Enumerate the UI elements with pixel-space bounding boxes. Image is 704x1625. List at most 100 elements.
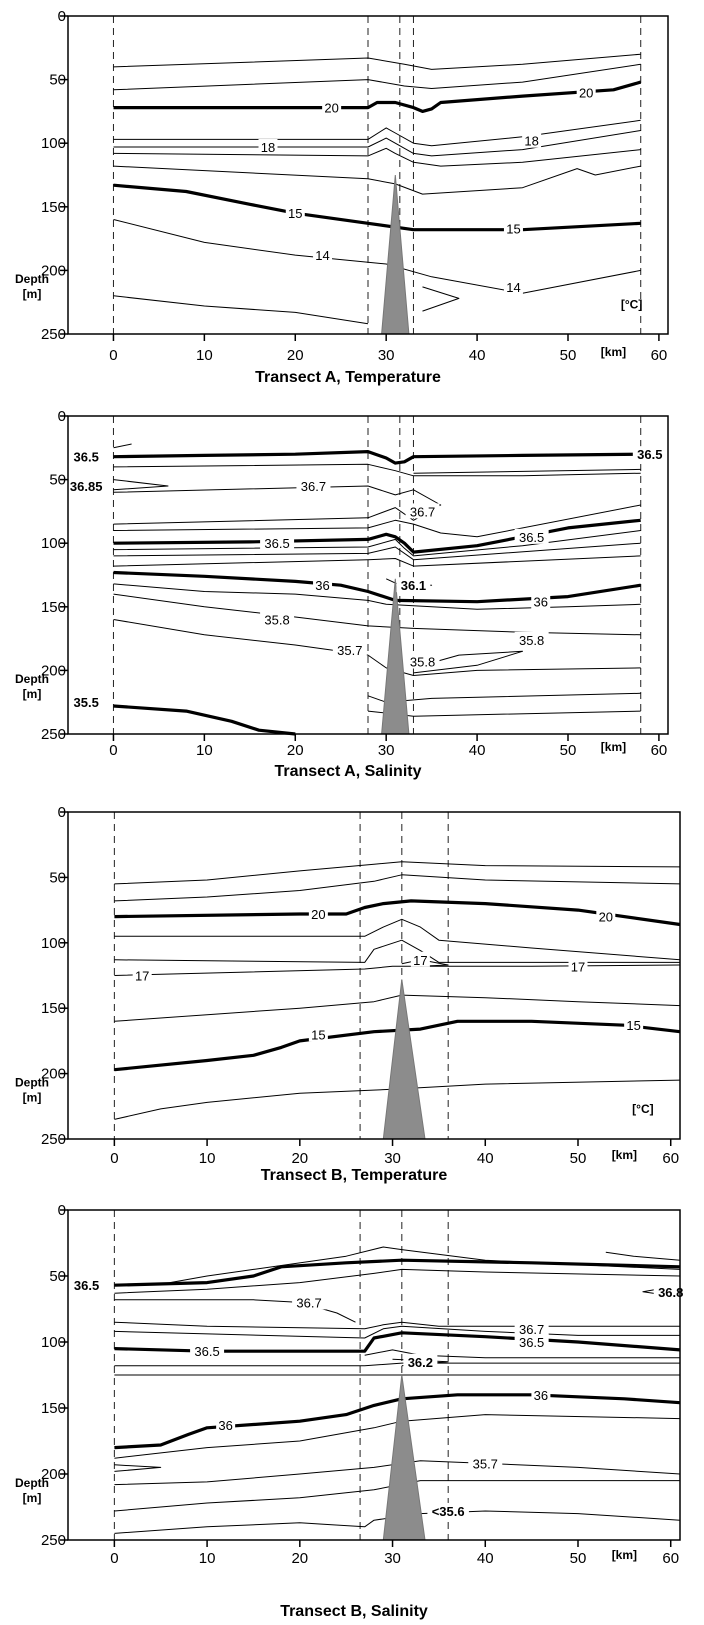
y-axis-title: [m] — [23, 1491, 42, 1505]
contour-label: 18 — [524, 134, 538, 149]
isoline-bold — [113, 450, 641, 465]
x-tick-label: 60 — [662, 1550, 679, 1567]
contour-label-bg — [596, 908, 616, 924]
contour-label: 20 — [311, 907, 325, 922]
isoline — [114, 994, 681, 1022]
isoline — [114, 1321, 680, 1330]
contour-label: 14 — [315, 248, 329, 263]
isoline — [113, 119, 641, 147]
x-unit-label: [km] — [601, 345, 626, 359]
contour-label-bg — [396, 577, 431, 593]
contour-label: 35.7 — [473, 1456, 498, 1471]
contour-label: 15 — [288, 206, 302, 221]
y-tick-label: 250 — [41, 326, 66, 343]
y-tick-label: 100 — [41, 935, 66, 952]
x-tick-label: 20 — [287, 742, 304, 759]
x-tick-label: 30 — [384, 1550, 401, 1567]
x-tick-label: 40 — [469, 742, 486, 759]
chart-panel-1: 20 20 18 18 15 15 14 14 0 50 100 150 200 250 0 10 20 30 40… — [15, 8, 669, 386]
contour-label-bg — [258, 139, 278, 155]
y-tick-label: 250 — [41, 1131, 66, 1148]
contour-label: 36 — [533, 595, 547, 610]
isoline — [113, 583, 641, 610]
y-tick-label: 100 — [41, 1334, 66, 1351]
contour-label: 36.7 — [296, 1295, 321, 1310]
contour-label: 17 — [571, 959, 585, 974]
contour-label: 35.7 — [337, 643, 362, 658]
chart-panel-2: 36.5 36.5 36.85 36.7 36.7 36.5 36.5 36 36.1 36 35.… — [15, 408, 669, 780]
x-tick-label: 40 — [477, 1150, 494, 1167]
contour-label: 35.8 — [519, 633, 544, 648]
contour-label: <35.6 — [432, 1504, 465, 1519]
x-axis-title: Transect B, Temperature — [261, 1167, 448, 1184]
isoline — [114, 1079, 681, 1120]
contour-label-bg — [313, 247, 333, 263]
x-tick-label: 0 — [110, 1550, 118, 1567]
contour-label-bg — [531, 593, 551, 609]
contour-label: 35.5 — [74, 695, 99, 710]
plot-frame — [67, 811, 681, 1140]
isoline — [113, 295, 369, 325]
contour-label-bg — [503, 220, 523, 236]
x-tick-label: 50 — [560, 347, 577, 364]
plot-frame — [67, 1209, 681, 1541]
isoline — [113, 219, 641, 294]
contour-label-bg — [132, 967, 152, 983]
x-tick-label: 10 — [199, 1150, 216, 1167]
contour-label: 36.7 — [410, 504, 435, 519]
y-tick-label: 50 — [49, 72, 66, 89]
isoline — [113, 130, 641, 157]
y-axis-title: [m] — [23, 1091, 42, 1105]
contour-label: 36.7 — [519, 1322, 544, 1337]
contour-label: 20 — [579, 85, 593, 100]
y-tick-label: 0 — [58, 804, 66, 821]
isoline — [367, 710, 641, 717]
contour-label: 36.85 — [70, 479, 103, 494]
y-tick-label: 0 — [58, 408, 66, 425]
x-unit-label: [km] — [612, 1148, 637, 1162]
isoline — [422, 286, 460, 312]
value-unit-label: [°C] — [632, 1102, 653, 1116]
contour-label-bg — [405, 503, 440, 519]
x-tick-label: 10 — [196, 742, 213, 759]
x-tick-label: 30 — [378, 347, 395, 364]
y-tick-label: 150 — [41, 1000, 66, 1017]
isoline — [113, 530, 641, 557]
contour-label-bg — [292, 1294, 327, 1310]
contour-label: 36.7 — [301, 479, 326, 494]
x-tick-label: 20 — [287, 347, 304, 364]
contour-label: 36 — [315, 578, 329, 593]
isoline — [113, 63, 641, 91]
isoline — [114, 1362, 680, 1367]
isoline — [113, 504, 641, 538]
isoline — [114, 1510, 681, 1534]
contour-label: 20 — [599, 910, 613, 925]
x-tick-label: 50 — [570, 1550, 587, 1567]
isoline — [113, 147, 641, 167]
y-tick-label: 200 — [41, 662, 66, 679]
contour-label-bg — [427, 1502, 469, 1518]
isoline — [113, 555, 641, 567]
x-unit-label: [km] — [612, 1548, 637, 1562]
y-axis-title: [m] — [23, 287, 42, 301]
y-tick-label: 100 — [41, 535, 66, 552]
isoline — [114, 1325, 680, 1339]
y-tick-label: 0 — [58, 8, 66, 25]
seamount — [382, 979, 426, 1140]
contour-label: 36.8 — [658, 1285, 683, 1300]
seamount — [381, 174, 410, 335]
y-tick-label: 150 — [41, 1400, 66, 1417]
x-tick-label: 0 — [109, 742, 117, 759]
contour-label-bg — [216, 1417, 236, 1433]
contour-label-bg — [531, 1386, 551, 1402]
contour-label: 20 — [324, 101, 338, 116]
y-tick-label: 200 — [41, 1466, 66, 1483]
contour-label: 36.5 — [194, 1344, 219, 1359]
x-tick-label: 20 — [291, 1150, 308, 1167]
chart-panel-4: 36.5 36.836.736.736.536.536.2363635.7<35.… — [15, 1202, 688, 1620]
x-tick-label: 20 — [291, 1550, 308, 1567]
y-tick-label: 250 — [41, 726, 66, 743]
contour-label-bg — [260, 535, 295, 551]
